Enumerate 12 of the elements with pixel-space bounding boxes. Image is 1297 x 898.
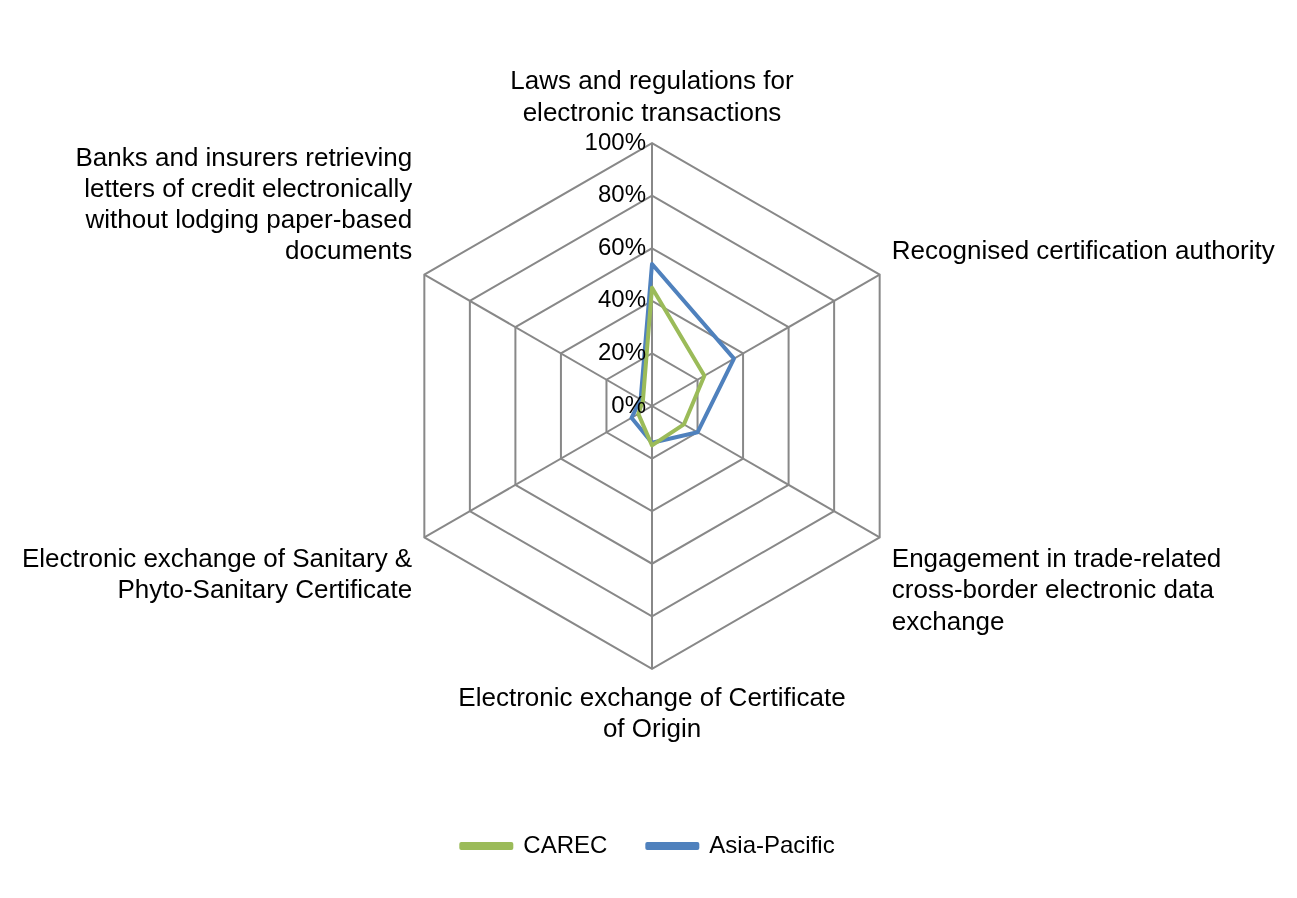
y-tick-label: 80% (597, 180, 646, 208)
spoke-label: Laws and regulations for electronic transactions (510, 65, 794, 127)
spoke-label: Recognised certification authority (891, 235, 1275, 266)
y-tick-label: 60% (597, 232, 646, 260)
y-tick-label: 100% (584, 127, 646, 155)
legend-label: Asia-Pacific (709, 830, 835, 858)
spoke-label: Engagement in trade-related cross-border electronic data exchange (891, 543, 1222, 636)
legend-label: CAREC (523, 830, 608, 858)
spoke-label: Banks and insurers retrieving letters of credit electronically without lodging paper-based documents (75, 141, 413, 266)
spoke-label: Electronic exchange of Sanitary & Phyto-Sanitary Certificate (22, 543, 413, 605)
spoke-label: Electronic exchange of Certificate of Origin (458, 681, 846, 743)
y-tick-label: 40% (597, 285, 646, 313)
